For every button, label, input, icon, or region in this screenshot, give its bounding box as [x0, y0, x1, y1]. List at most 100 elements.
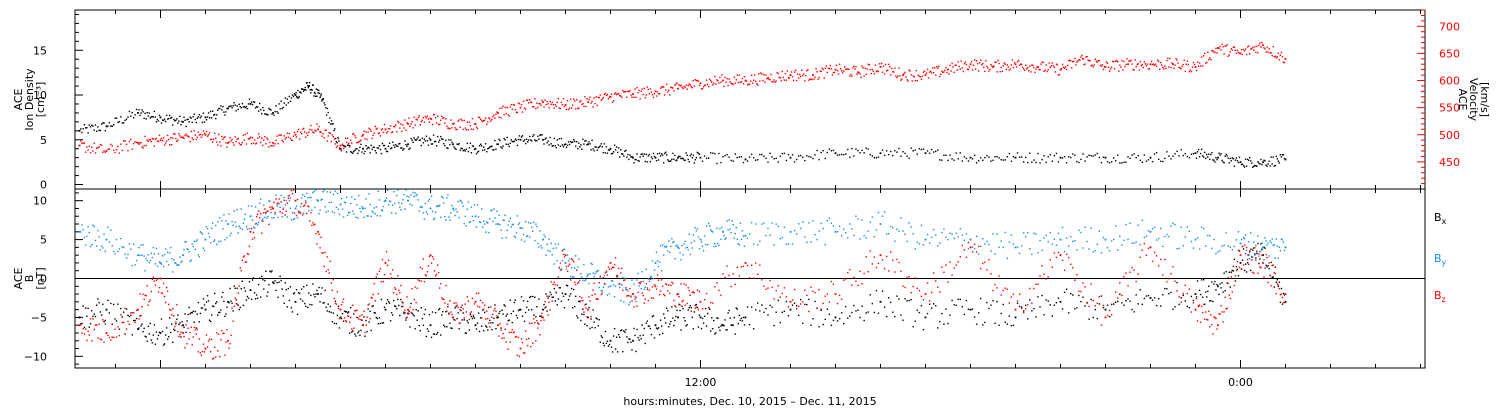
- density-sample: [1174, 153, 1176, 155]
- density-sample: [536, 139, 538, 142]
- series-by-point: [542, 238, 544, 241]
- velocity-sample: [392, 125, 395, 128]
- series-by-sample: [996, 233, 998, 235]
- velocity-sample: [449, 128, 451, 130]
- velocity-sample: [831, 74, 834, 76]
- series-bx-sample: [138, 327, 140, 329]
- series-by-sample: [532, 230, 534, 232]
- series-bz-sample: [608, 268, 611, 270]
- density-sample: [1131, 154, 1133, 156]
- velocity-sample: [530, 101, 532, 103]
- series-bx-sample: [568, 295, 571, 297]
- series-bz-sample: [319, 247, 321, 249]
- velocity-sample: [958, 65, 960, 68]
- series-by-sample: [179, 256, 181, 258]
- series-by-sample: [252, 226, 255, 228]
- series-by-sample: [926, 233, 929, 236]
- density-sample: [151, 116, 154, 118]
- series-bx-sample: [1257, 242, 1259, 245]
- density-sample: [1276, 158, 1279, 160]
- velocity-sample: [820, 70, 822, 73]
- density-sample: [296, 95, 298, 98]
- velocity-sample: [403, 127, 405, 129]
- density-sample: [748, 156, 751, 158]
- series-bx-sample: [214, 292, 216, 295]
- series-bx-sample: [556, 304, 559, 306]
- series-bz-sample: [431, 255, 434, 258]
- velocity-sample: [1219, 45, 1221, 48]
- series-by-point: [654, 262, 657, 264]
- series-by-sample: [705, 225, 708, 227]
- velocity-sample: [457, 120, 459, 122]
- series-by-sample: [364, 207, 366, 209]
- series-bx-sample: [526, 300, 529, 303]
- density-sample: [1037, 152, 1039, 155]
- series-bz-sample: [959, 255, 961, 258]
- series-bz-sample: [104, 323, 106, 325]
- series-bz-sample: [377, 293, 380, 295]
- velocity-sample: [817, 78, 819, 81]
- velocity-sample: [1226, 44, 1228, 46]
- density-sample: [188, 121, 190, 123]
- series-bx-sample: [507, 320, 509, 322]
- series-bz-sample: [122, 321, 125, 324]
- density-point: [1284, 158, 1287, 161]
- series-bx-sample: [838, 317, 841, 320]
- series-bz-sample: [620, 272, 622, 274]
- velocity-sample: [200, 136, 203, 138]
- density-sample: [1256, 165, 1258, 167]
- series-bz-sample: [458, 322, 460, 325]
- series-by-sample: [194, 248, 196, 251]
- velocity-sample: [648, 93, 651, 95]
- series-bz-sample: [212, 357, 215, 359]
- density-sample: [102, 122, 104, 124]
- velocity-sample: [863, 75, 865, 77]
- series-bx-sample: [1072, 294, 1074, 296]
- series-bx-sample: [713, 319, 715, 322]
- series-bz-sample: [341, 301, 344, 303]
- series-by-point: [227, 223, 229, 225]
- velocity-sample: [756, 83, 758, 85]
- series-bx-sample: [1235, 265, 1238, 268]
- series-by-sample: [657, 265, 660, 268]
- series-bz-sample: [148, 300, 150, 303]
- series-bz-sample: [937, 286, 939, 288]
- series-bx-sample: [965, 299, 968, 302]
- series-bz-sample: [607, 266, 610, 268]
- series-bx-sample: [634, 334, 636, 337]
- velocity-point: [879, 66, 882, 68]
- density-sample: [574, 140, 576, 143]
- series-bz-sample: [278, 198, 280, 200]
- velocity-sample: [982, 62, 984, 65]
- series-by-sample: [812, 220, 814, 222]
- density-sample: [481, 149, 484, 152]
- velocity-sample: [1152, 63, 1155, 65]
- series-bx-sample: [595, 317, 597, 319]
- density-point: [272, 112, 274, 114]
- series-bx-sample: [1119, 293, 1121, 295]
- series-bz-sample: [403, 312, 405, 315]
- velocity-sample: [409, 125, 411, 127]
- series-bz-sample: [447, 303, 449, 305]
- series-bz-sample: [705, 292, 708, 295]
- series-bz-sample: [808, 310, 810, 313]
- velocity-sample: [201, 134, 204, 136]
- series-bz-sample: [107, 334, 109, 336]
- series-by-sample: [372, 211, 374, 214]
- series-bz-sample: [141, 306, 143, 308]
- series-bx-sample: [300, 288, 303, 290]
- velocity-sample: [1164, 65, 1166, 67]
- density-sample: [496, 143, 498, 145]
- series-by-sample: [912, 232, 914, 235]
- velocity-sample: [207, 134, 210, 136]
- series-by-sample: [1010, 234, 1013, 236]
- series-by-sample: [1240, 238, 1243, 241]
- series-by-sample: [1277, 257, 1280, 259]
- density-sample: [472, 145, 475, 148]
- velocity-sample: [379, 135, 382, 137]
- series-bx-sample: [951, 299, 953, 302]
- series-by-sample: [725, 237, 727, 239]
- series-by-sample: [1272, 244, 1274, 247]
- velocity-sample: [531, 101, 533, 104]
- velocity-sample: [951, 62, 953, 64]
